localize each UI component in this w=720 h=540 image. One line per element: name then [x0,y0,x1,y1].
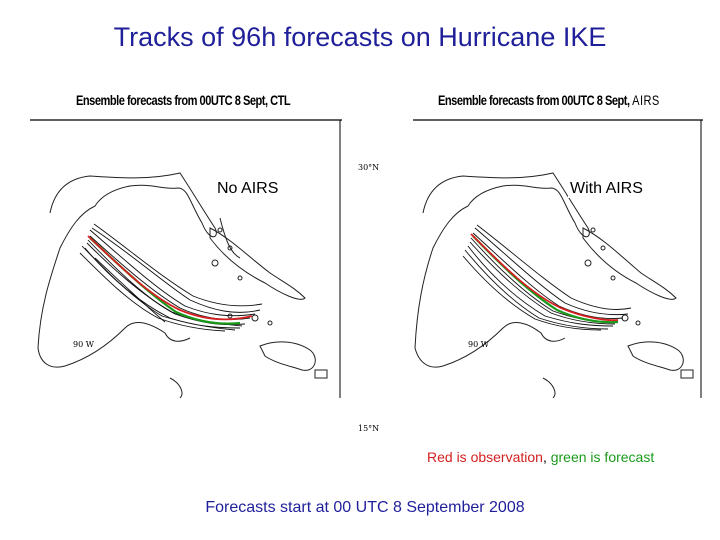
slide-title: Tracks of 96h forecasts on Hurricane IKE [113,22,607,52]
ensemble-tracks [462,224,632,331]
legend-observation: Red is observation [427,449,543,465]
ensemble-tracks [79,223,263,332]
legend-forecast: green is forecast [550,449,655,465]
legend-separator: , [542,449,551,465]
track-legend: Red is observation, green is forecast [427,449,654,465]
right-panel-label: With AIRS [568,180,645,198]
observation-track [470,233,619,322]
observation-track [87,235,253,321]
right-panel-header-tag: AIRS [632,93,660,108]
islands [582,227,694,379]
lat-tick-bottom: 15°N [358,424,380,433]
right-panel-header-text: Ensemble forecasts from 00UTC 8 Sept, [438,93,630,108]
forecast-start-footer: Forecasts start at 00 UTC 8 September 20… [205,499,525,516]
left-panel-header: Ensemble forecasts from 00UTC 8 Sept, CT… [76,93,291,108]
forecast-track [89,237,241,325]
left-panel-label: No AIRS [215,180,281,198]
left-lon-label: 90 W [73,340,94,349]
left-track-map [30,119,342,398]
right-lon-label: 90 W [468,340,489,349]
coastline [414,172,590,398]
right-track-map [413,119,703,398]
islands [209,227,328,379]
lat-tick-top: 30°N [358,163,380,172]
coastline [37,172,241,398]
left-panel-header-text: Ensemble forecasts from 00UTC 8 Sept, CT… [76,93,291,108]
right-panel-header: Ensemble forecasts from 00UTC 8 Sept, AI… [438,93,660,108]
